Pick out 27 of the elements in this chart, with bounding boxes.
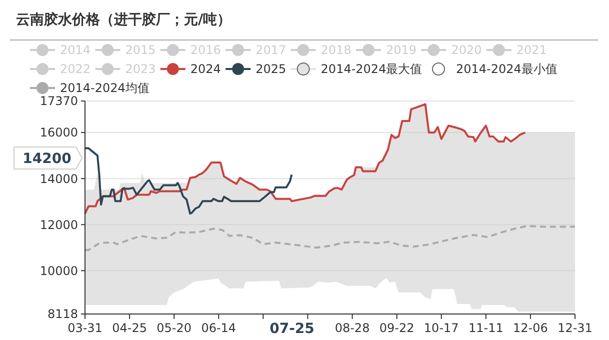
legend-label: 2025 — [256, 62, 286, 76]
x-tick-label: 11-11 — [468, 321, 504, 335]
y-tick-label: 10000 — [40, 264, 78, 278]
chart-title: 云南胶水价格（进干胶厂；元/吨） — [16, 11, 232, 28]
y-tick-label: 8118 — [47, 307, 78, 322]
line-series — [84, 147, 293, 215]
x-tick-label: 04-25 — [112, 321, 147, 335]
y-tick-label: 17370 — [40, 94, 78, 108]
text: 07-25 — [270, 321, 314, 337]
legend-label: 2024 — [190, 62, 221, 76]
x-tick-label: 05-20 — [156, 321, 192, 335]
x-tick-label: 12-31 — [558, 321, 592, 335]
y-tick-label: 14000 — [40, 172, 78, 186]
legend-label: 2014-2024最小值 — [456, 62, 558, 76]
x-tick-label: 09-22 — [379, 321, 414, 335]
y-tick-label: 16000 — [40, 126, 78, 140]
x-tick-label: 03-31 — [68, 321, 102, 335]
y-tick-label: 12000 — [40, 218, 78, 232]
legend-label: 2014-2024最大值 — [320, 62, 422, 76]
x-tick-label: 12-06 — [513, 321, 548, 335]
line-series — [84, 225, 576, 251]
x-tick-label: 06-14 — [201, 321, 236, 335]
line-series — [84, 103, 526, 215]
x-tick-label: 10-17 — [424, 321, 459, 335]
x-tick-label: 08-28 — [334, 321, 370, 335]
legend-label: 2014-2024均值 — [60, 81, 150, 96]
text: 14200 — [22, 150, 72, 167]
